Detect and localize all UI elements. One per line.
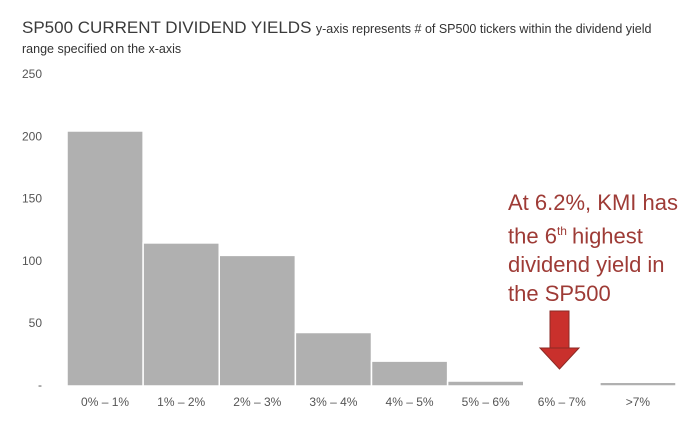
bar xyxy=(370,360,449,387)
x-tick-label: >7% xyxy=(626,395,651,409)
x-tick-label: 0% – 1% xyxy=(81,395,129,409)
bar xyxy=(446,380,525,387)
y-tick-label: 50 xyxy=(29,316,43,330)
bar xyxy=(599,381,677,387)
annotation-line: the 6th highest xyxy=(508,217,678,250)
annotation-line: the SP500 xyxy=(508,281,611,307)
y-tick-label: 200 xyxy=(22,129,42,143)
annotation: At 6.2%, KMI has the 6th highest dividend… xyxy=(508,188,678,308)
chart-title: SP500 CURRENT DIVIDEND YIELDS xyxy=(22,18,312,37)
annotation-line: dividend yield in xyxy=(508,252,665,278)
y-tick-label: 150 xyxy=(22,192,42,206)
annotation-sup: th xyxy=(556,224,567,238)
bar xyxy=(523,384,601,387)
annotation-text: highest xyxy=(571,223,643,249)
x-tick-label: 1% – 2% xyxy=(157,395,205,409)
x-tick-label: 4% – 5% xyxy=(386,395,434,409)
x-tick-label: 2% – 3% xyxy=(233,395,281,409)
y-tick-label: 100 xyxy=(22,254,42,268)
x-tick-label: 5% – 6% xyxy=(462,395,510,409)
bar xyxy=(294,331,373,387)
annotation-text: the 6 xyxy=(508,223,557,249)
arrow xyxy=(538,310,581,370)
bar xyxy=(218,254,297,387)
x-tick-label: 3% – 4% xyxy=(309,395,357,409)
bar xyxy=(66,130,144,387)
annotation-line: At 6.2%, KMI has xyxy=(508,190,678,215)
chart-subtitle: y-axis represents # of SP500 tickers wit… xyxy=(22,22,652,56)
header: SP500 CURRENT DIVIDEND YIELDS y-axis rep… xyxy=(22,18,662,59)
y-tick-label: - xyxy=(38,378,42,392)
bar xyxy=(142,242,220,387)
x-tick-label: 6% – 7% xyxy=(538,395,586,409)
y-tick-label: 250 xyxy=(22,67,42,81)
